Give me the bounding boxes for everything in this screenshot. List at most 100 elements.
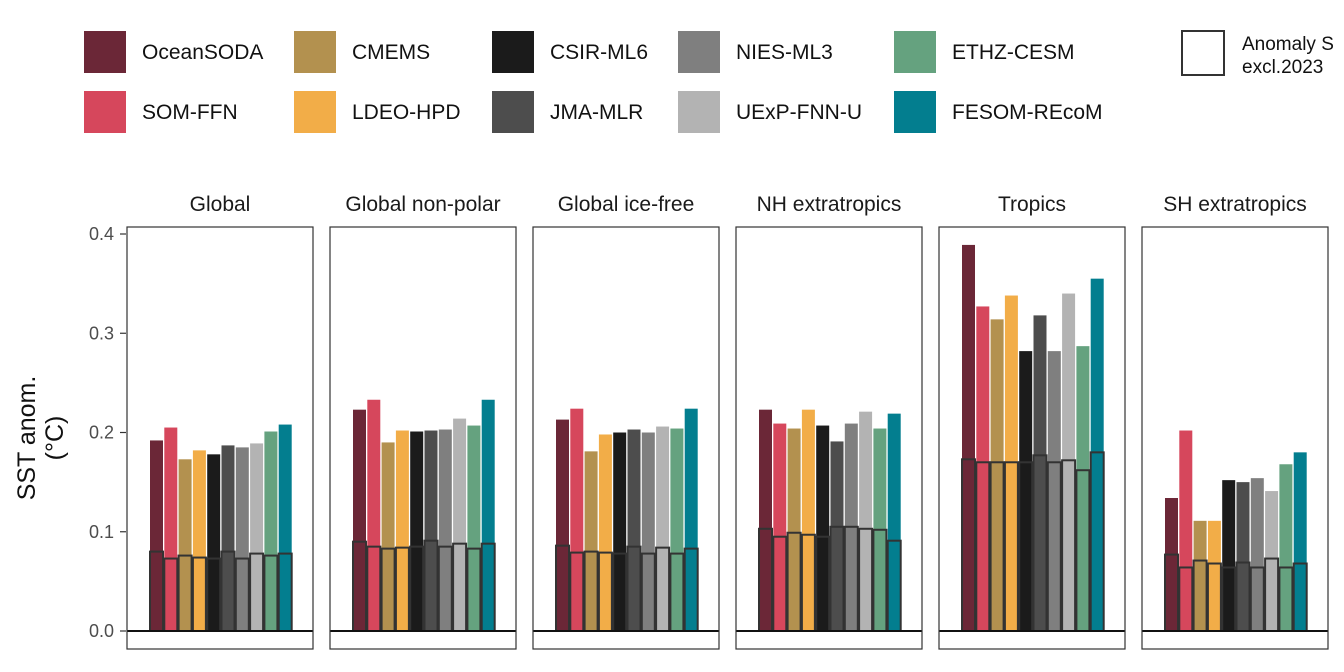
legend-label: FESOM-REcoM <box>952 101 1103 124</box>
panel: Global ice-free <box>532 193 720 650</box>
panel: Global <box>126 193 314 650</box>
legend: OceanSODA SOM-FFN CMEMS LDEO-HPD CSIR-ML6 JMA… <box>84 31 1103 133</box>
bar <box>264 431 278 631</box>
legend-swatch <box>84 31 126 73</box>
panel-frame <box>735 226 923 650</box>
bar <box>221 445 235 631</box>
bar <box>613 432 627 631</box>
panel-frame <box>329 226 517 650</box>
bar <box>962 244 975 632</box>
bar <box>410 431 424 631</box>
panel-frame <box>938 226 1126 650</box>
legend-item: FESOM-REcoM <box>894 91 1103 133</box>
bar <box>1165 498 1178 631</box>
legend-item: LDEO-HPD <box>294 91 461 133</box>
bar <box>570 408 584 631</box>
y-axis: SST anom. (°C) 0.0 0.1 0.2 0.3 0.4 <box>13 224 126 641</box>
legend-swatch <box>492 91 534 133</box>
panel-title: Tropics <box>998 193 1066 216</box>
panel-title: NH extratropics <box>757 193 902 216</box>
bar <box>1279 464 1293 631</box>
bar <box>353 409 366 631</box>
legend-swatch <box>294 31 336 73</box>
bar <box>1193 520 1207 631</box>
bar <box>1090 278 1104 631</box>
legend-label: ETHZ-CESM <box>952 41 1075 64</box>
bar <box>759 409 772 631</box>
y-axis-title-line1: SST anom. <box>13 376 41 501</box>
bar <box>164 427 178 631</box>
legend-item: SOM-FFN <box>84 91 238 133</box>
bar <box>584 451 598 631</box>
bar <box>1236 482 1250 631</box>
y-tick-label: 0.1 <box>89 522 114 542</box>
bar <box>830 441 844 631</box>
y-tick-label: 0.2 <box>89 423 114 443</box>
panel-title: Global non-polar <box>345 193 500 216</box>
bar <box>1019 351 1033 631</box>
legend-label: OceanSODA <box>142 41 263 64</box>
legend-note-line2: excl.2023 <box>1242 57 1323 78</box>
bar <box>1265 491 1279 631</box>
bar <box>1076 346 1090 631</box>
legend-item: OceanSODA <box>84 31 263 73</box>
bar <box>481 399 495 631</box>
y-tick-label: 0.3 <box>89 323 114 343</box>
legend-swatch <box>678 31 720 73</box>
panel-title: Global ice-free <box>558 193 695 216</box>
bar <box>467 425 481 631</box>
bar <box>1250 478 1264 631</box>
bar <box>207 454 221 631</box>
legend-swatch <box>492 31 534 73</box>
panel-title: SH extratropics <box>1163 193 1307 216</box>
bar <box>787 428 801 631</box>
bar <box>1179 430 1193 631</box>
panels: Global Global non-polar Global ice-free NH … <box>126 193 1329 650</box>
bar <box>670 428 684 631</box>
bar <box>627 429 641 631</box>
bar <box>424 430 438 631</box>
legend-swatch <box>894 91 936 133</box>
bar <box>887 413 901 631</box>
bar <box>453 418 467 631</box>
legend-note-line1: Anomaly S <box>1242 34 1334 55</box>
bar <box>641 432 655 631</box>
bar <box>250 443 264 631</box>
bar <box>438 429 452 631</box>
bar <box>801 409 815 631</box>
legend-swatch <box>294 91 336 133</box>
panel-title: Global <box>190 193 251 216</box>
legend-label: JMA-MLR <box>550 101 643 124</box>
panel: NH extratropics <box>735 193 923 650</box>
panel: SH extratropics <box>1141 193 1329 650</box>
bar <box>367 399 381 631</box>
panel: Global non-polar <box>329 193 517 650</box>
bar <box>1222 480 1236 631</box>
bar <box>395 430 409 631</box>
bar <box>178 459 192 631</box>
legend-item: NIES-ML3 <box>678 31 833 73</box>
bar <box>1293 452 1307 631</box>
bar <box>656 426 670 631</box>
bar <box>150 440 163 631</box>
bar <box>976 306 990 631</box>
panel-frame <box>126 226 314 650</box>
legend-note-swatch <box>1181 30 1225 76</box>
bar <box>990 319 1004 631</box>
y-axis-title-line2: (°C) <box>41 416 69 461</box>
bar <box>598 434 612 631</box>
legend-label: SOM-FFN <box>142 101 238 124</box>
legend-label: LDEO-HPD <box>352 101 461 124</box>
bar <box>859 411 873 631</box>
legend-note: Anomaly S excl.2023 <box>1181 30 1334 78</box>
legend-item: CMEMS <box>294 31 430 73</box>
bar <box>816 425 830 631</box>
legend-item: ETHZ-CESM <box>894 31 1075 73</box>
bar <box>1033 315 1047 631</box>
bar <box>773 423 787 631</box>
y-tick-label: 0.4 <box>89 224 114 244</box>
bar <box>1207 520 1221 631</box>
bar <box>235 447 249 631</box>
legend-swatch <box>678 91 720 133</box>
